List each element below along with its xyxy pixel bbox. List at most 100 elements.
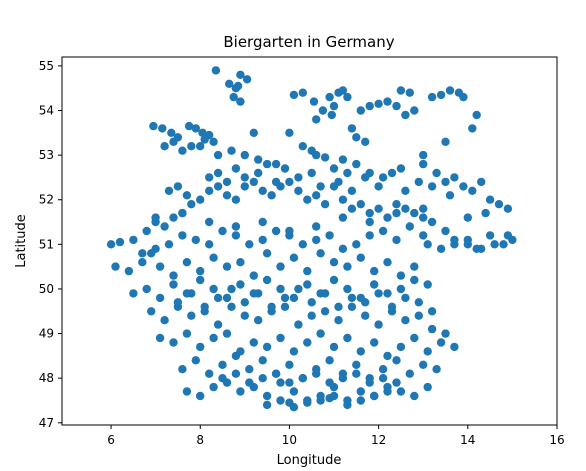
data-point xyxy=(289,387,299,396)
data-point xyxy=(318,106,328,115)
data-point xyxy=(401,316,410,325)
data-point xyxy=(338,244,348,253)
data-point xyxy=(320,289,330,298)
data-point xyxy=(387,302,397,311)
data-point xyxy=(187,289,196,298)
data-point xyxy=(218,226,227,236)
data-point xyxy=(164,240,174,249)
data-point xyxy=(338,374,348,383)
data-point xyxy=(213,182,223,191)
data-point xyxy=(396,284,406,294)
data-point xyxy=(410,106,419,115)
data-point xyxy=(182,191,192,200)
data-point xyxy=(267,302,276,311)
data-point xyxy=(307,146,316,155)
data-point xyxy=(254,316,263,325)
data-point xyxy=(329,258,339,267)
data-point xyxy=(312,191,321,200)
data-point xyxy=(209,284,218,294)
data-point xyxy=(370,280,379,289)
data-point xyxy=(169,137,178,146)
data-point xyxy=(155,262,165,271)
x-tick-label: 14 xyxy=(460,433,475,447)
data-point xyxy=(240,182,249,191)
data-point xyxy=(401,110,410,120)
data-point xyxy=(222,293,232,303)
data-point xyxy=(205,217,214,227)
data-point xyxy=(396,164,406,173)
data-point xyxy=(229,92,238,102)
data-point xyxy=(276,262,285,271)
data-point xyxy=(445,191,455,200)
data-point xyxy=(285,177,294,187)
data-point xyxy=(184,121,194,131)
data-point xyxy=(320,200,330,209)
data-point xyxy=(352,240,361,249)
data-point xyxy=(231,222,241,231)
data-point xyxy=(280,293,290,303)
data-point xyxy=(240,173,249,182)
data-point xyxy=(124,266,134,276)
data-point xyxy=(361,311,370,320)
data-point xyxy=(129,289,138,298)
data-point xyxy=(307,168,316,178)
data-point xyxy=(383,258,392,267)
data-point xyxy=(436,90,446,100)
data-point xyxy=(191,235,200,245)
data-point xyxy=(258,235,267,245)
data-point xyxy=(325,92,334,102)
x-axis-label: Longitude xyxy=(277,453,342,468)
data-point xyxy=(271,369,281,378)
data-point xyxy=(227,284,236,294)
data-point xyxy=(343,333,352,343)
data-point xyxy=(249,128,258,137)
data-point xyxy=(160,316,169,325)
data-point xyxy=(111,262,120,271)
data-point xyxy=(115,237,125,247)
data-point xyxy=(147,249,156,258)
data-point xyxy=(187,200,196,209)
data-point xyxy=(209,137,218,146)
data-point xyxy=(419,213,428,222)
data-point xyxy=(106,240,116,249)
data-point xyxy=(423,382,432,392)
data-point xyxy=(343,400,352,410)
data-point xyxy=(327,110,336,120)
data-point xyxy=(254,155,263,164)
data-point xyxy=(205,369,214,378)
y-tick-label: 53 xyxy=(39,148,54,162)
plot-frame xyxy=(61,56,558,426)
data-point xyxy=(392,235,401,245)
data-point xyxy=(158,124,167,133)
data-point xyxy=(427,182,437,191)
data-point xyxy=(160,142,169,151)
data-point xyxy=(280,164,290,173)
data-point xyxy=(472,110,481,120)
data-point xyxy=(151,213,160,222)
data-point xyxy=(178,365,187,374)
data-point xyxy=(334,177,343,187)
data-point xyxy=(298,374,307,383)
data-point xyxy=(289,347,299,356)
x-tick-label: 12 xyxy=(371,433,386,447)
data-point xyxy=(361,173,370,182)
data-point xyxy=(401,293,410,303)
data-point xyxy=(222,329,232,338)
data-point xyxy=(392,200,401,209)
data-point xyxy=(173,182,183,191)
data-point xyxy=(276,333,285,343)
data-point xyxy=(196,342,205,352)
data-point xyxy=(196,391,205,401)
data-point xyxy=(222,191,232,200)
data-point xyxy=(450,342,459,352)
data-point xyxy=(303,398,312,407)
data-point xyxy=(289,253,299,262)
data-point xyxy=(343,284,352,294)
data-point xyxy=(383,351,392,361)
data-point xyxy=(392,356,401,365)
data-point xyxy=(312,235,321,245)
data-point xyxy=(485,231,495,240)
data-point xyxy=(325,231,334,240)
data-point xyxy=(312,115,321,124)
data-point xyxy=(213,168,223,178)
